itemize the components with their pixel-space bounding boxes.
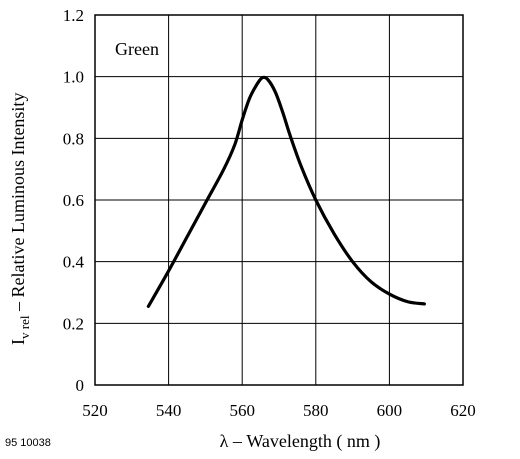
y-tick-label: 0.2 — [63, 314, 84, 333]
x-tick-label: 580 — [303, 401, 329, 420]
y-tick-labels: 0 0.2 0.4 0.6 0.8 1.0 1.2 — [63, 6, 85, 395]
figure-id: 95 10038 — [5, 437, 51, 449]
x-tick-label: 600 — [377, 401, 403, 420]
y-tick-label: 0.6 — [63, 191, 84, 210]
y-tick-label: 1.2 — [63, 6, 84, 25]
x-tick-label: 540 — [156, 401, 182, 420]
plot-frame — [94, 14, 464, 386]
x-axis-label: λ – Wavelength ( nm ) — [220, 431, 381, 452]
series-line — [146, 75, 426, 308]
y-axis-subscript: v rel — [17, 315, 32, 339]
x-tick-labels: 520 540 560 580 600 620 — [82, 401, 476, 420]
y-tick-label: 0.8 — [63, 129, 84, 148]
x-tick-label: 560 — [229, 401, 255, 420]
y-tick-label: 0 — [76, 376, 85, 395]
annotation-green: Green — [115, 39, 159, 59]
x-tick-label: 620 — [450, 401, 476, 420]
y-tick-label: 0.4 — [63, 253, 85, 272]
y-axis-label: Iv rel – Relative Luminous Intensity — [8, 93, 32, 345]
y-axis-symbol: I — [8, 339, 28, 345]
y-axis-text: – Relative Luminous Intensity — [8, 93, 28, 316]
y-tick-label: 1.0 — [63, 68, 84, 87]
x-tick-label: 520 — [82, 401, 108, 420]
grid — [94, 14, 464, 386]
